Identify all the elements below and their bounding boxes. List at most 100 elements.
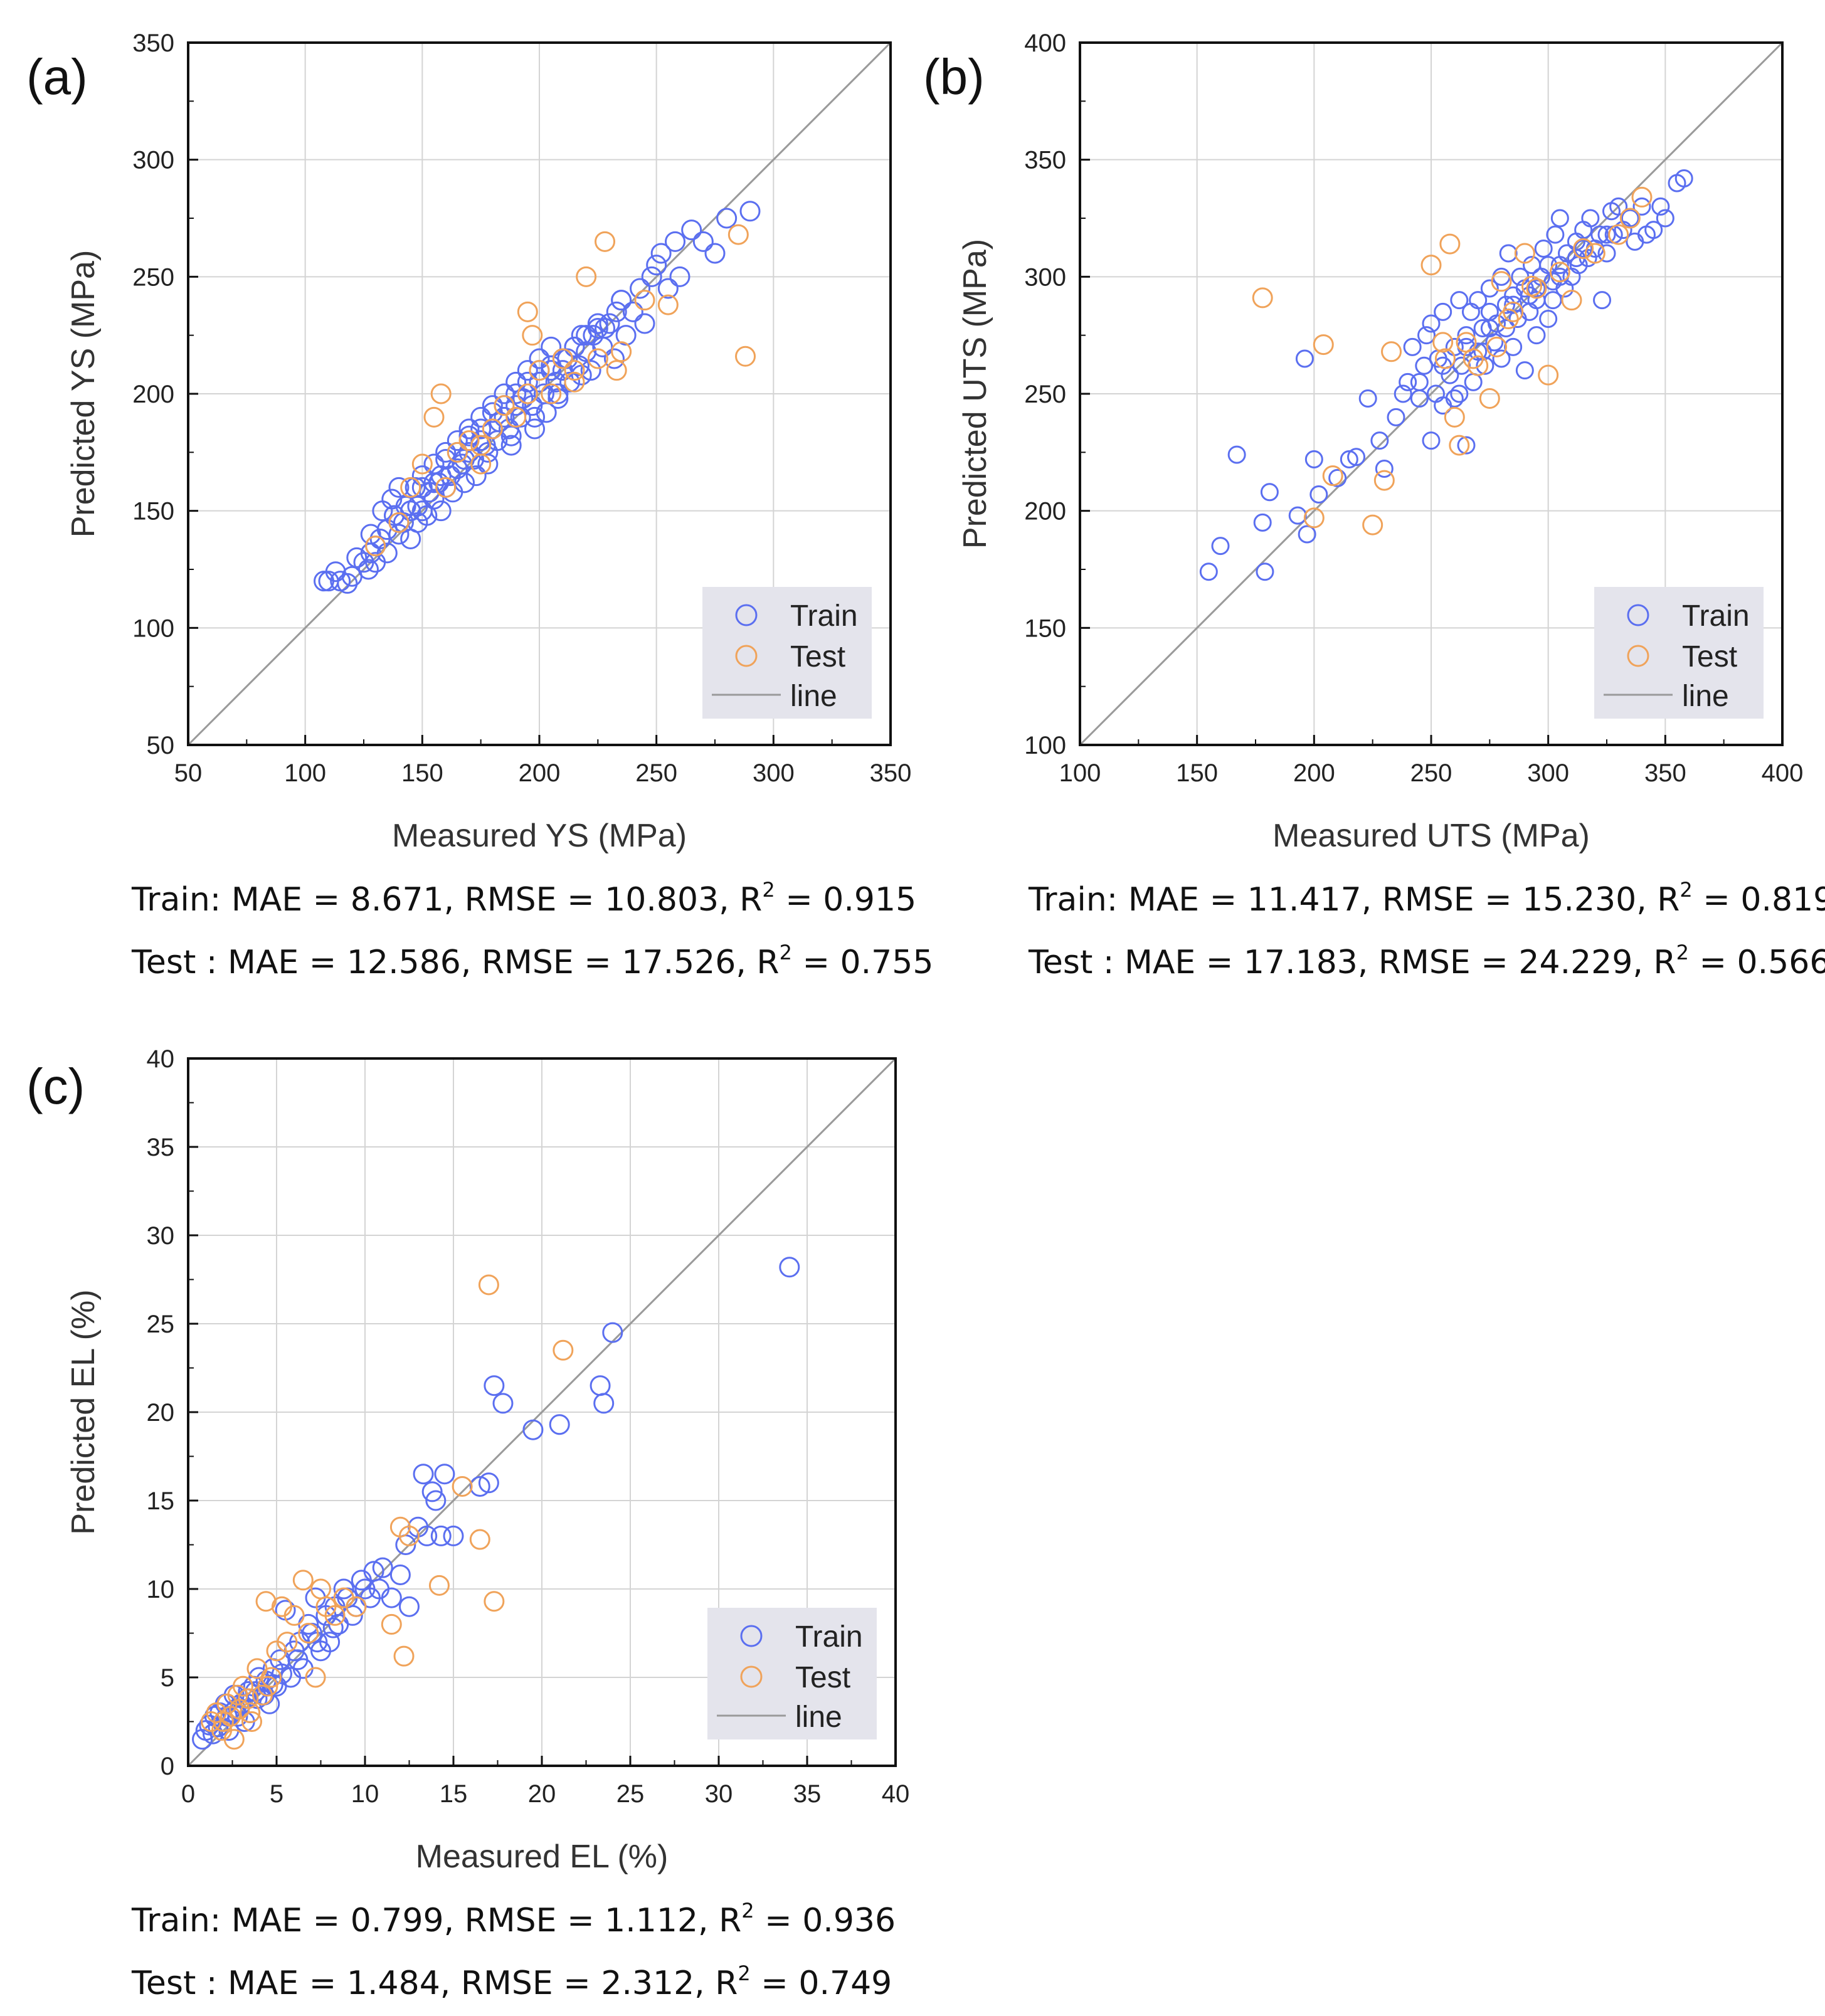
data-point: [1538, 364, 1559, 386]
data-point: [1543, 291, 1562, 310]
legend-train-label: Train: [790, 599, 858, 633]
series-train: [314, 201, 761, 594]
data-point: [1550, 209, 1569, 228]
data-point: [587, 317, 608, 339]
data-point: [657, 278, 679, 299]
y-axis-label: Predicted YS (MPa): [65, 250, 102, 538]
data-point: [517, 360, 538, 381]
data-point: [469, 1475, 490, 1497]
y-tick-label: 100: [1024, 732, 1066, 759]
data-point: [571, 364, 592, 386]
data-point: [505, 383, 527, 404]
metrics-test-prefix: Test :: [131, 1965, 228, 2002]
data-point: [261, 1667, 282, 1688]
legend-train-marker: [1627, 604, 1649, 626]
data-point: [477, 453, 499, 475]
data-point: [227, 1706, 248, 1727]
data-point: [1651, 197, 1670, 216]
x-axis-label: Measured UTS (MPa): [1272, 818, 1590, 854]
data-point: [1340, 450, 1358, 469]
data-point: [283, 1605, 305, 1626]
metrics-test-r2-value: = 0.566: [1689, 944, 1825, 981]
metrics-test: Test : MAE = 12.586, RMSE = 17.526, R2 =…: [131, 941, 933, 981]
data-point: [324, 1605, 346, 1626]
data-point: [1303, 507, 1325, 529]
data-point: [500, 425, 522, 446]
y-tick-label: 50: [147, 732, 175, 759]
data-point: [1434, 302, 1452, 321]
data-point: [548, 383, 569, 404]
data-point: [1347, 448, 1366, 467]
data-point: [517, 383, 538, 404]
metrics-train-r2-sup: 2: [741, 1899, 754, 1923]
data-point: [735, 346, 756, 367]
data-point: [1444, 406, 1465, 428]
data-point: [779, 1257, 800, 1278]
data-point: [1619, 208, 1641, 229]
data-point: [447, 430, 468, 451]
metrics-train-r2-sup: 2: [762, 878, 775, 902]
data-point: [634, 313, 655, 334]
data-point: [541, 360, 562, 381]
x-tick-label: 400: [1762, 759, 1804, 787]
data-point: [458, 430, 480, 451]
legend-test-marker: [735, 645, 758, 667]
data-point: [255, 1591, 277, 1612]
metrics-train-prefix: Train:: [131, 881, 231, 919]
metrics-train-prefix: Train:: [1028, 881, 1128, 919]
y-tick-label: 300: [1024, 263, 1066, 291]
data-point: [430, 383, 452, 404]
data-point: [1417, 326, 1436, 345]
metrics-train-r2-label: R: [719, 1902, 741, 1939]
data-point: [257, 1676, 278, 1697]
data-point: [1445, 389, 1464, 408]
data-point: [1561, 290, 1582, 311]
data-point: [1496, 319, 1515, 337]
x-tick-label: 40: [882, 1780, 910, 1808]
data-point: [443, 1525, 464, 1546]
plot-frame: [1079, 41, 1784, 746]
x-tick-label: 200: [1293, 759, 1335, 787]
y-tick-label: 10: [147, 1576, 175, 1603]
data-point: [548, 388, 569, 409]
data-point: [603, 348, 625, 369]
data-point: [665, 231, 686, 252]
data-point: [564, 336, 585, 357]
data-point: [1486, 336, 1508, 357]
metrics-train: Train: MAE = 0.799, RMSE = 1.112, R2 = 0…: [131, 1899, 896, 1939]
data-point: [434, 1464, 455, 1485]
data-point: [1457, 436, 1476, 455]
data-point: [1399, 372, 1417, 391]
data-point: [470, 418, 492, 440]
data-point: [428, 1575, 450, 1596]
data-point: [430, 465, 452, 487]
data-point: [1403, 337, 1422, 356]
data-point: [430, 500, 452, 522]
data-point: [1394, 384, 1412, 403]
data-point: [1631, 186, 1653, 208]
legend-train-label: Train: [795, 1620, 863, 1654]
metrics-test-mae-rmse: MAE = 17.183, RMSE = 24.229,: [1124, 944, 1653, 981]
x-tick-label: 100: [284, 759, 326, 787]
data-point: [365, 552, 386, 573]
y-tick-label: 350: [132, 29, 174, 57]
data-point: [587, 348, 608, 369]
data-point: [1539, 256, 1558, 275]
data-point: [435, 441, 457, 463]
data-point: [681, 219, 702, 241]
y-axis-label: Predicted UTS (MPa): [957, 239, 993, 549]
data-point: [1521, 275, 1543, 297]
legend-box: [707, 1608, 877, 1739]
data-point: [1253, 513, 1272, 532]
y-tick-label: 300: [132, 147, 174, 174]
data-point: [576, 266, 597, 287]
data-point: [564, 360, 585, 381]
data-point: [1260, 483, 1279, 502]
data-point: [541, 383, 562, 404]
x-tick-label: 200: [519, 759, 561, 787]
y-tick-label: 15: [147, 1487, 175, 1515]
data-point: [727, 224, 749, 245]
data-point: [484, 1375, 505, 1396]
plot-frame: [187, 1057, 897, 1767]
